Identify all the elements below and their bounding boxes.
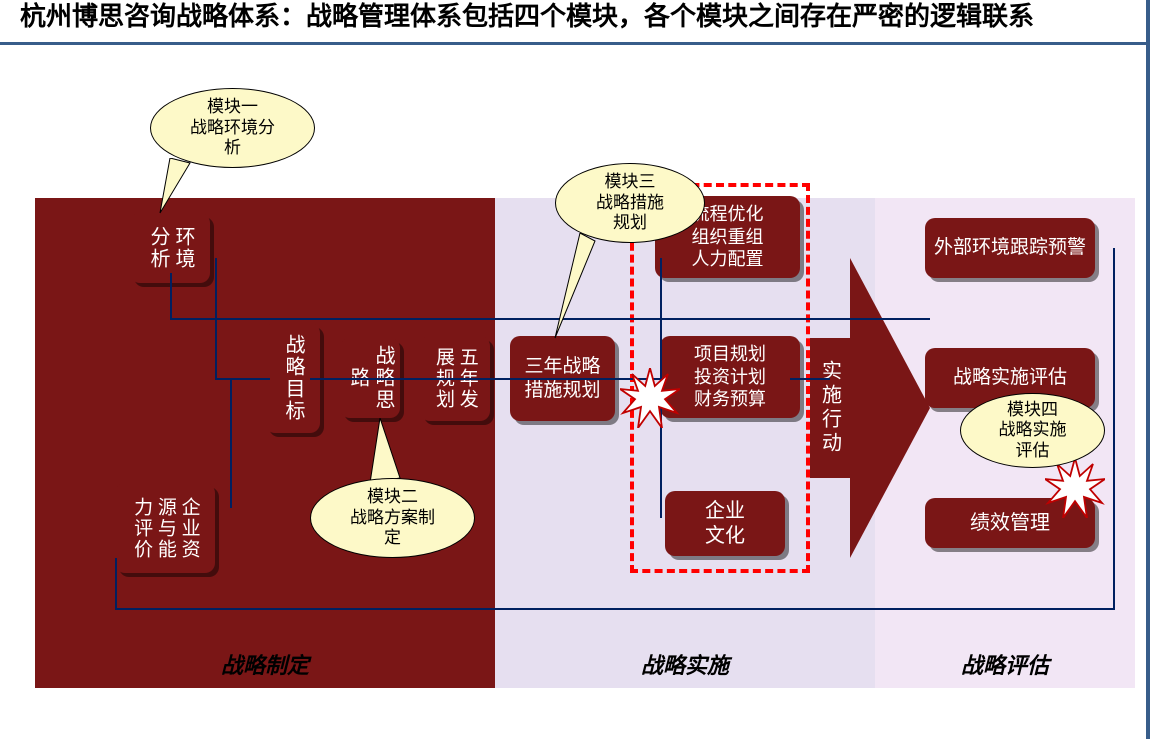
callout-m1-tail <box>155 158 195 218</box>
phase-label-3: 战略评估 <box>875 648 1135 680</box>
connector <box>170 273 172 318</box>
connector <box>115 608 1115 610</box>
connector <box>790 378 830 380</box>
starburst-icon <box>1045 458 1105 518</box>
box-env-text: 环境分析 <box>145 219 195 277</box>
callout-m3-l2: 战略措施 <box>596 193 664 213</box>
connector <box>310 378 660 380</box>
box-eval-text: 战略实施评估 <box>953 366 1067 390</box>
box-ext-text: 外部环境跟踪预警 <box>934 236 1086 260</box>
callout-m4: 模块四 战略实施 评估 <box>960 393 1105 468</box>
box-culture-text: 企业 文化 <box>705 499 745 549</box>
callout-m3-tail <box>550 233 600 343</box>
callout-m4-l3: 评估 <box>999 441 1067 461</box>
arrow-action-text: 实施行动 <box>816 360 845 456</box>
arrow-action: 实施行动 <box>810 338 850 478</box>
callout-m3: 模块三 战略措施 规划 <box>555 163 705 243</box>
arrow-action-head <box>850 258 930 558</box>
connector <box>115 558 117 608</box>
page-title: 杭州博思咨询战略体系：战略管理体系包括四个模块，各个模块之间存在严密的逻辑联系 <box>0 0 1146 45</box>
callout-m1-l3: 析 <box>190 138 275 158</box>
phase-formulate: 战略制定 <box>35 198 495 688</box>
callout-m2-l3: 定 <box>350 528 435 548</box>
callout-m4-l1: 模块四 <box>999 400 1067 420</box>
box-res-text: 企业资源与能力评价 <box>129 489 200 567</box>
phase-label-2: 战略实施 <box>495 648 875 680</box>
callout-m3-l3: 规划 <box>596 213 664 233</box>
phase-label-1: 战略制定 <box>35 648 495 680</box>
callout-m4-l2: 战略实施 <box>999 420 1067 440</box>
box-goal-text: 战略目标 <box>280 334 305 422</box>
box-proj-text: 项目规划 投资计划 财务预算 <box>694 343 766 411</box>
callout-m2-l1: 模块二 <box>350 487 435 507</box>
connector <box>1113 248 1115 610</box>
box-ext: 外部环境跟踪预警 <box>925 218 1095 278</box>
callout-m2: 模块二 战略方案制 定 <box>310 478 475 558</box>
callout-m2-l2: 战略方案制 <box>350 508 435 528</box>
callout-m1-l1: 模块一 <box>190 97 275 117</box>
callout-m1: 模块一 战略环境分 析 <box>150 88 315 168</box>
box-res: 企业资源与能力评价 <box>115 483 215 573</box>
callout-m3-l1: 模块三 <box>596 172 664 192</box>
starburst-icon <box>620 368 680 428</box>
box-culture: 企业 文化 <box>665 491 785 556</box>
box-proj: 项目规划 投资计划 财务预算 <box>660 336 800 418</box>
connector <box>230 378 270 380</box>
diagram-canvas: 战略制定 战略实施 战略评估 环境分析 <box>0 78 1150 718</box>
callout-m1-l2: 战略环境分 <box>190 118 275 138</box>
connector <box>230 378 232 508</box>
box-perf-text: 绩效管理 <box>970 511 1050 536</box>
